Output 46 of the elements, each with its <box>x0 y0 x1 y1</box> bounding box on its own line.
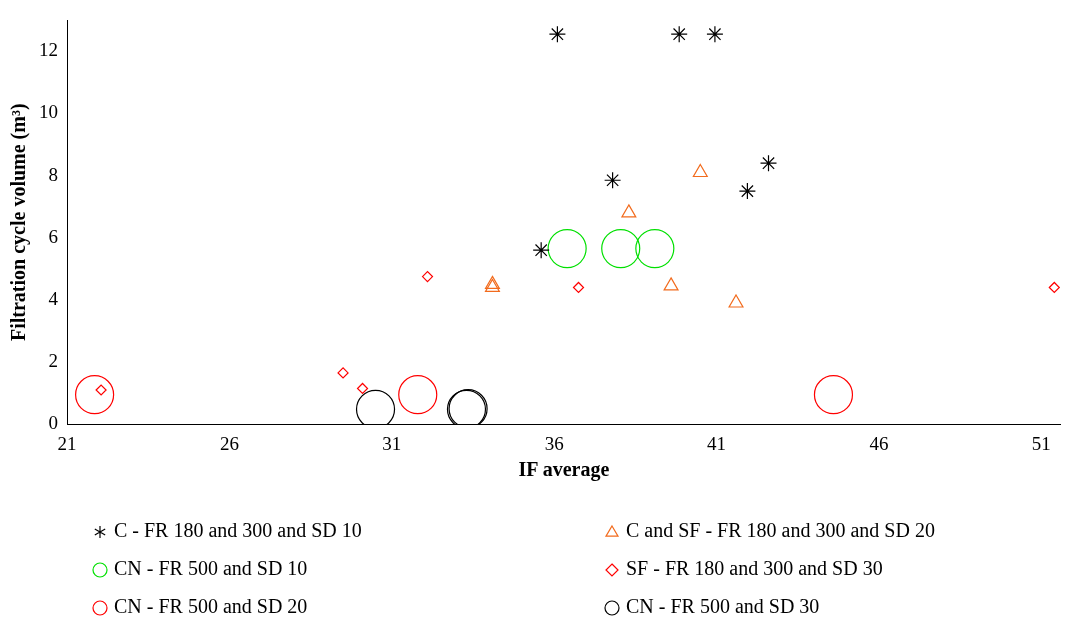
point <box>692 163 708 178</box>
point <box>635 229 675 269</box>
y-tick-label: 2 <box>48 350 58 372</box>
y-tick-label: 12 <box>39 39 58 61</box>
legend-label: SF - FR 180 and 300 and SD 30 <box>626 557 883 580</box>
x-axis-title: IF average <box>518 458 610 482</box>
legend-label: CN - FR 500 and SD 30 <box>626 595 820 618</box>
point <box>547 229 587 269</box>
y-tick-label: 6 <box>48 225 58 247</box>
point <box>548 25 567 43</box>
legend-label: C and SF - FR 180 and 300 and SD 20 <box>626 519 935 542</box>
legend-label: CN - FR 500 and SD 10 <box>114 557 308 580</box>
point <box>337 367 349 379</box>
x-tick-label: 46 <box>869 432 889 454</box>
x-tick-label: 41 <box>707 432 727 454</box>
point <box>813 375 854 415</box>
point <box>706 25 724 43</box>
point <box>356 382 369 395</box>
point <box>759 154 778 172</box>
legend-label: C - FR 180 and 300 and SD 10 <box>114 519 362 542</box>
point <box>670 25 688 43</box>
x-tick-label: 21 <box>57 432 77 454</box>
point <box>604 171 622 189</box>
point <box>532 241 550 259</box>
point <box>572 281 585 294</box>
y-tick-label: 8 <box>48 163 58 185</box>
y-axis-title: Filtration cycle volume (m³) <box>7 103 31 341</box>
y-tick-label: 10 <box>39 101 58 123</box>
point <box>728 294 744 308</box>
x-tick-label: 26 <box>219 432 239 454</box>
x-tick-label: 31 <box>382 432 402 454</box>
x-tick-label: 36 <box>544 432 564 454</box>
point <box>484 278 500 293</box>
point <box>621 204 637 218</box>
point <box>421 270 434 283</box>
x-tick-label: 51 <box>1031 432 1051 454</box>
point <box>398 375 438 415</box>
point <box>1048 281 1060 294</box>
point <box>601 229 641 269</box>
y-tick-label: 0 <box>48 412 58 434</box>
point <box>484 275 500 289</box>
point <box>75 375 115 415</box>
point <box>663 277 679 291</box>
legend-label: CN - FR 500 and SD 20 <box>114 595 308 618</box>
y-tick-label: 4 <box>48 287 59 309</box>
point <box>738 182 756 200</box>
